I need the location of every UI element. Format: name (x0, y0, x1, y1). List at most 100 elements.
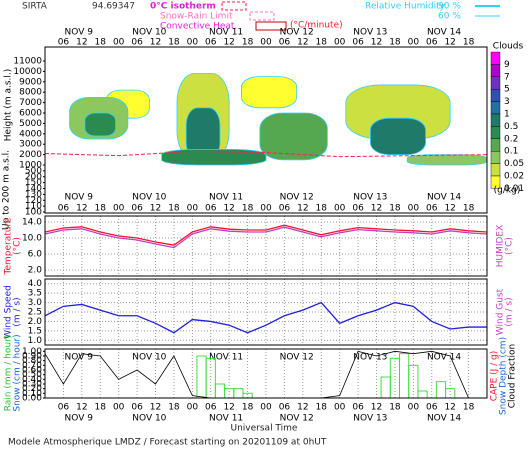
axis-title: Snow (cm / hour) (13, 334, 23, 411)
x-tick-label: 18 (316, 38, 328, 48)
y-tick-label: 1.5 (28, 326, 42, 336)
day-label: NOV 12 (280, 353, 314, 363)
cloud-area (259, 112, 328, 161)
x-tick-label: 06 (426, 38, 438, 48)
rain-bar (233, 388, 244, 399)
axis-title: (m / s) (505, 297, 515, 326)
day-label: NOV 11 (209, 28, 243, 38)
colorbar-label: 5 (504, 85, 510, 95)
panel-frame (44, 215, 488, 277)
isotherm (44, 150, 488, 158)
x-tick-label: 06 (131, 38, 143, 48)
y-tick-label: 10.0 (22, 234, 42, 244)
colorbar-cell (490, 51, 501, 65)
y-tick-label: 7000 (19, 98, 42, 108)
y-tick-label: 9000 (19, 77, 42, 87)
legend-rh: Relative Humidity (365, 2, 446, 12)
rain-bar (380, 376, 391, 399)
y-tick-label: 0.80 (22, 356, 42, 366)
colorbar-cell (490, 150, 501, 164)
y-tick-label: 120 (25, 196, 42, 206)
y-tick-label: 2.0 (28, 266, 43, 276)
y-tick-label: 14.0 (22, 218, 42, 228)
x-tick-label: 12 (223, 38, 234, 48)
y-tick-label: 0.50 (22, 370, 42, 380)
coords: 94.69347 (92, 2, 135, 12)
axis-title: Cloud Fraction (508, 344, 518, 409)
x-tick-label: 00 (334, 403, 346, 413)
x-tick-label: 06 (58, 403, 70, 413)
site: SIRTA (22, 2, 48, 12)
colorbar-cell (490, 113, 501, 127)
day-label: NOV 10 (132, 28, 166, 38)
day-label: NOV 11 (209, 414, 243, 424)
x-tick-label: 06 (426, 204, 438, 214)
x-tick-label: 00 (260, 38, 272, 48)
x-tick-label: 06 (131, 403, 143, 413)
series-line (44, 224, 488, 246)
x-tick-label: 12 (297, 204, 308, 214)
y-tick-label: 3.0 (28, 298, 43, 308)
rain-bar (214, 383, 226, 399)
y-tick-label: 0.10 (22, 389, 42, 399)
x-tick-label: 06 (205, 204, 217, 214)
legend-rh-60: 60 % (438, 12, 461, 22)
x-tick-label: 12 (297, 403, 308, 413)
x-tick-label: 18 (316, 403, 328, 413)
axis-title: (°C) (13, 237, 23, 255)
rain-bar (445, 388, 456, 399)
x-tick-label: 12 (371, 204, 382, 214)
x-tick-label: 18 (95, 38, 107, 48)
rain-bar (399, 353, 410, 399)
legend-isotherm: 0°C isotherm (150, 2, 216, 12)
x-tick-label: 12 (223, 403, 234, 413)
x-tick-label: 18 (242, 403, 254, 413)
x-tick-label: 18 (242, 204, 254, 214)
y-tick-label: 8000 (19, 88, 42, 98)
y-tick-label: 3.5 (28, 289, 42, 299)
day-label: NOV 9 (65, 414, 94, 424)
x-tick-label: 00 (187, 204, 199, 214)
colorbar-label: 0.02 (504, 172, 524, 182)
x-tick-label: 18 (168, 204, 180, 214)
cloud-area (406, 154, 488, 166)
y-tick-label: 2.0 (28, 317, 43, 327)
x-tick-label: 12 (150, 403, 161, 413)
x-tick-label: 12 (444, 38, 455, 48)
day-label: NOV 13 (353, 414, 387, 424)
x-tick-label: 18 (389, 403, 401, 413)
day-label: NOV 10 (132, 353, 166, 363)
y-tick-label: 200 (25, 172, 42, 182)
panel-frame (44, 278, 488, 346)
x-tick-label: 12 (76, 204, 87, 214)
day-label: NOV 13 (353, 353, 387, 363)
axis-title: Snow Depth (cm) (499, 337, 509, 415)
day-label: NOV 12 (280, 28, 314, 38)
legend-swatch (249, 11, 275, 21)
colorbar-cell (490, 64, 501, 78)
x-tick-label: 12 (150, 204, 161, 214)
x-tick-label: 18 (95, 403, 107, 413)
cloud-area (84, 112, 116, 137)
day-label: NOV 10 (132, 193, 166, 203)
axis-title: CAPE (J / g) (490, 351, 500, 402)
x-tick-label: 12 (444, 403, 455, 413)
x-tick-label: 18 (316, 204, 328, 214)
legend-convective-unit: (°C/minute) (290, 21, 343, 31)
x-tick-label: 18 (95, 204, 107, 214)
x-tick-label: 06 (279, 38, 291, 48)
colorbar-label: 0.01 (504, 184, 524, 194)
day-label: NOV 12 (280, 193, 314, 203)
y-tick-label: 140 (25, 184, 42, 194)
x-tick-label: 00 (260, 403, 272, 413)
day-label: NOV 10 (132, 414, 166, 424)
y-tick-label: 1.00 (22, 347, 42, 357)
x-tick-label: 06 (352, 38, 364, 48)
x-tick-label: 06 (426, 403, 438, 413)
y-tick-label: 1000 (19, 161, 42, 171)
colorbar-label: 9 (504, 60, 510, 70)
cloud-area (161, 148, 267, 166)
x-tick-label: 00 (408, 204, 420, 214)
rain-bar (196, 355, 207, 399)
legend-rh-90: 90 % (438, 2, 461, 12)
